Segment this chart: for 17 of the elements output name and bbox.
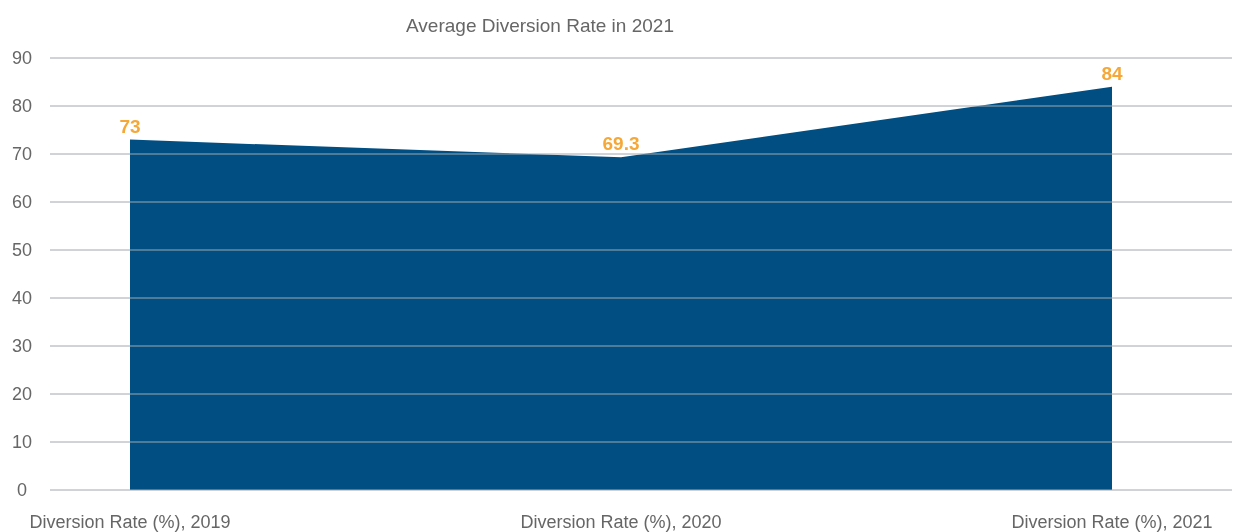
y-tick-label: 60 [11, 192, 33, 213]
y-tick-label: 80 [11, 96, 33, 117]
y-tick-label: 10 [11, 432, 33, 453]
data-label: 69.3 [602, 133, 640, 155]
y-tick-label: 30 [11, 336, 33, 357]
x-tick-label: Diversion Rate (%), 2019 [29, 512, 231, 532]
data-label: 73 [119, 115, 141, 137]
y-tick-label: 20 [11, 384, 33, 405]
y-tick-label: 70 [11, 144, 33, 165]
x-tick-label: Diversion Rate (%), 2021 [1011, 512, 1213, 532]
y-tick-label: 40 [11, 288, 33, 309]
x-tick-label: Diversion Rate (%), 2020 [520, 512, 722, 532]
chart-title: Average Diversion Rate in 2021 [406, 15, 674, 36]
y-tick-label: 0 [16, 480, 28, 501]
y-tick-label: 50 [11, 240, 33, 261]
y-tick-label: 90 [11, 48, 33, 69]
data-label: 84 [1101, 62, 1123, 84]
